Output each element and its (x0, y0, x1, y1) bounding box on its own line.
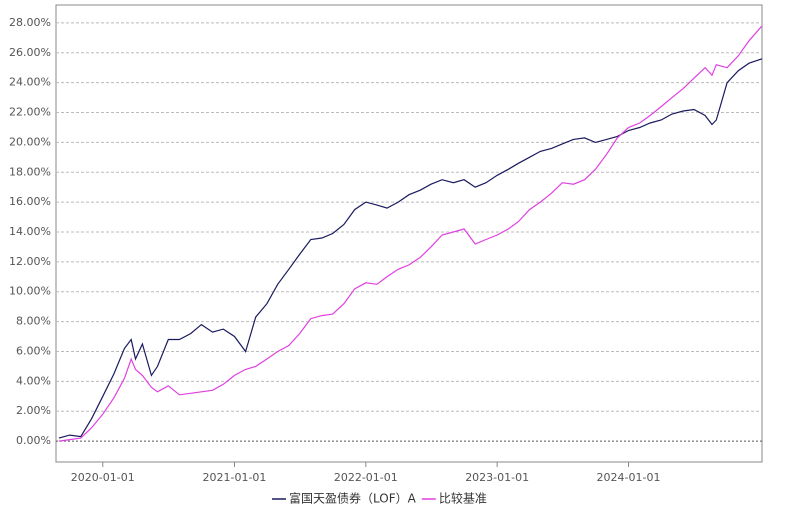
y-tick-label: 2.00% (16, 404, 51, 417)
y-tick-label: 8.00% (16, 315, 51, 328)
y-tick-label: 6.00% (16, 344, 51, 357)
x-tick-label: 2024-01-01 (597, 471, 661, 484)
y-tick-label: 26.00% (9, 46, 51, 59)
y-tick-label: 0.00% (16, 434, 51, 447)
x-tick-label: 2022-01-01 (334, 471, 398, 484)
legend-label: 富国天盈债券（LOF）A (289, 491, 417, 506)
x-tick-label: 2021-01-01 (203, 471, 267, 484)
y-tick-label: 28.00% (9, 16, 51, 29)
y-tick-label: 12.00% (9, 255, 51, 268)
y-tick-label: 20.00% (9, 135, 51, 148)
y-tick-label: 14.00% (9, 225, 51, 238)
legend-label: 比较基准 (439, 491, 487, 506)
x-tick-label: 2020-01-01 (71, 471, 135, 484)
plot-frame (55, 4, 763, 463)
y-tick-label: 10.00% (9, 285, 51, 298)
y-tick-label: 24.00% (9, 76, 51, 89)
x-tick-label: 2023-01-01 (465, 471, 529, 484)
series-line (58, 58, 763, 439)
y-tick-label: 4.00% (16, 374, 51, 387)
y-tick-label: 18.00% (9, 165, 51, 178)
legend: 富国天盈债券（LOF）A 比较基准 (272, 491, 487, 506)
y-tick-label: 22.00% (9, 106, 51, 119)
y-tick-label: 16.00% (9, 195, 51, 208)
series-line (58, 25, 763, 442)
